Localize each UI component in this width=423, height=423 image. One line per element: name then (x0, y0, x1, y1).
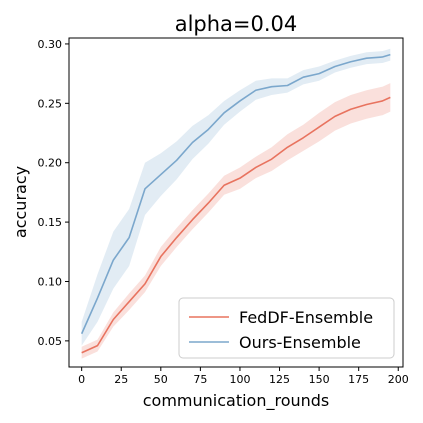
chart-title: alpha=0.04 (175, 12, 298, 36)
y-tick-label: 0.30 (38, 38, 63, 51)
x-tick-label: 25 (114, 373, 128, 386)
y-tick-label: 0.25 (38, 97, 63, 110)
series-lines (80, 53, 391, 354)
x-tick-label: 200 (388, 373, 409, 386)
y-tick-label: 0.10 (38, 275, 63, 288)
legend-box (178, 297, 395, 359)
x-tick-label: 150 (309, 373, 330, 386)
x-tick-label: 175 (348, 373, 369, 386)
x-tick-label: 0 (78, 373, 85, 386)
x-tick-label: 75 (193, 373, 207, 386)
x-axis-ticks: 0 25 50 75 100 125 150 175 200 (78, 367, 409, 386)
legend-label-ours: Ours-Ensemble (239, 333, 361, 352)
legend-label-feddf: FedDF-Ensemble (239, 308, 373, 327)
line-feddf (81, 96, 391, 354)
band-ours (81, 48, 391, 346)
legend: FedDF-Ensemble Ours-Ensemble (178, 297, 395, 359)
y-axis-label: accuracy (11, 166, 30, 238)
band-feddf (81, 83, 391, 359)
x-tick-label: 50 (154, 373, 168, 386)
y-tick-label: 0.20 (38, 157, 63, 170)
x-tick-label: 100 (229, 373, 250, 386)
plot-frame (68, 37, 404, 368)
x-tick-label: 125 (269, 373, 290, 386)
line-ours (80, 53, 391, 335)
y-tick-label: 0.15 (38, 216, 63, 229)
y-tick-label: 0.05 (38, 335, 63, 348)
x-axis-label: communication_rounds (143, 391, 330, 411)
y-axis-ticks: 0.05 0.10 0.15 0.20 0.25 0.30 (38, 38, 69, 348)
confidence-bands (81, 48, 391, 359)
